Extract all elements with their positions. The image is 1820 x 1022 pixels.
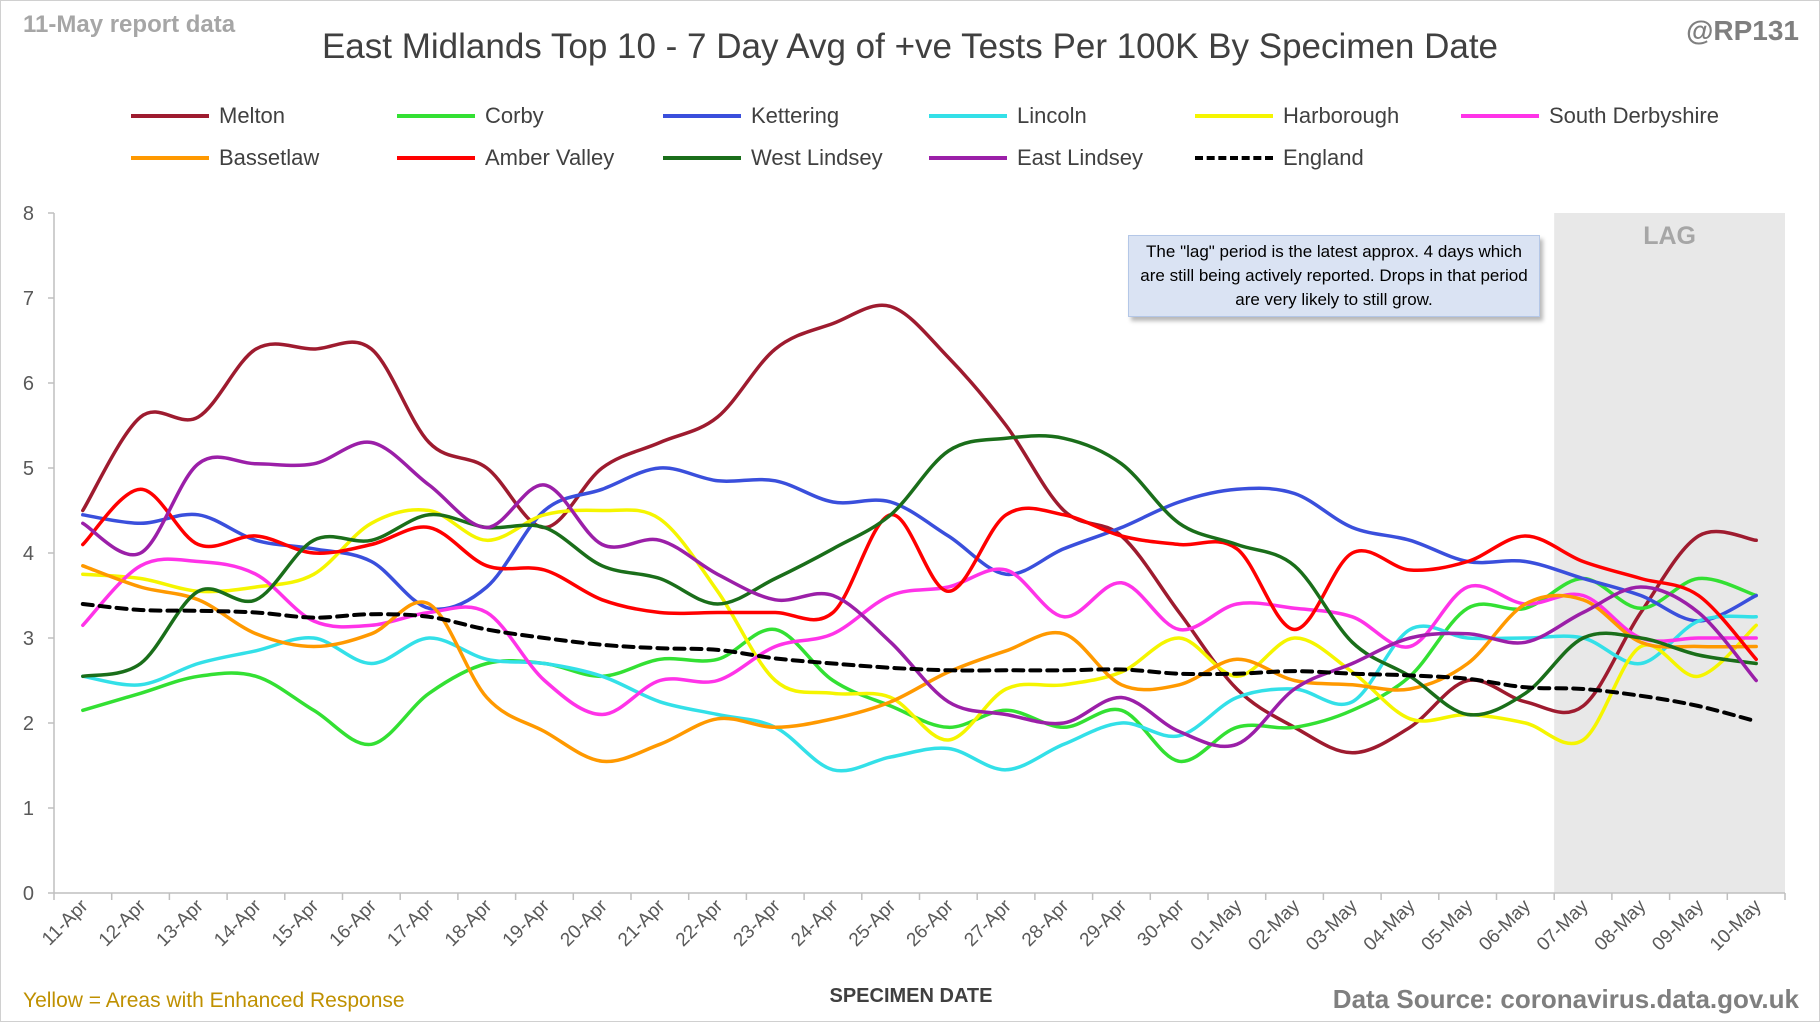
legend-item-kettering: Kettering xyxy=(663,101,839,131)
legend-swatch xyxy=(663,114,741,118)
x-tick-label: 29-Apr xyxy=(1076,895,1132,951)
legend-item-bassetlaw: Bassetlaw xyxy=(131,143,319,173)
report-date-note: 11-May report data xyxy=(23,11,236,38)
y-tick-label: 7 xyxy=(23,288,34,310)
x-tick-label: 11-Apr xyxy=(38,895,93,950)
x-tick-label: 17-Apr xyxy=(383,895,439,951)
x-tick-label: 03-May xyxy=(1302,895,1362,955)
legend-label: Melton xyxy=(219,103,286,128)
legend-item-england: England xyxy=(1195,143,1364,173)
y-tick-label: 3 xyxy=(23,628,34,650)
y-tick-label: 5 xyxy=(23,458,34,480)
series-line-england xyxy=(80,602,1759,724)
chart-legend: Melton Corby Kettering Lincoln Harborough Sou… xyxy=(131,101,1771,211)
legend-label: East Lindsey xyxy=(1017,145,1143,170)
x-tick-label: 07-May xyxy=(1533,895,1593,955)
x-tick-label: 14-Apr xyxy=(210,895,266,951)
series-line-east-lindsey xyxy=(81,440,1758,749)
x-tick-label: 02-May xyxy=(1244,895,1304,955)
y-tick-label: 1 xyxy=(23,798,34,820)
legend-label: Amber Valley xyxy=(485,145,615,170)
x-tick-label: 22-Apr xyxy=(672,895,728,951)
y-tick-label: 0 xyxy=(23,883,34,905)
legend-item-amber-valley: Amber Valley xyxy=(397,143,614,173)
legend-label: Harborough xyxy=(1283,103,1400,128)
x-tick-label: 21-Apr xyxy=(614,895,670,951)
series-line-amber-valley xyxy=(81,487,1758,662)
y-tick-label: 8 xyxy=(23,203,34,225)
legend-item-melton: Melton xyxy=(131,101,285,131)
legend-label: West Lindsey xyxy=(751,145,883,170)
legend-swatch xyxy=(1195,114,1273,118)
legend-swatch xyxy=(929,156,1007,160)
legend-item-harborough: Harborough xyxy=(1195,101,1399,131)
legend-label: Corby xyxy=(485,103,544,128)
x-tick-label: 04-May xyxy=(1360,895,1420,955)
legend-swatch xyxy=(663,156,741,160)
series-line-west-lindsey xyxy=(81,434,1758,717)
legend-label: Kettering xyxy=(751,103,840,128)
x-tick-label: 27-Apr xyxy=(960,895,1016,951)
lag-label: LAG xyxy=(1643,222,1696,250)
x-tick-label: 30-Apr xyxy=(1134,895,1190,951)
legend-item-west-lindsey: West Lindsey xyxy=(663,143,883,173)
legend-swatch xyxy=(1461,114,1539,118)
x-tick-label: 09-May xyxy=(1648,895,1708,955)
legend-label: England xyxy=(1283,145,1364,170)
data-source: Data Source: coronavirus.data.gov.uk xyxy=(1332,984,1799,1014)
lag-explanation-text: The "lag" period is the latest approx. 4… xyxy=(1140,242,1528,309)
x-tick-label: 23-Apr xyxy=(730,895,786,951)
legend-swatch xyxy=(929,114,1007,118)
series-line-harborough xyxy=(81,508,1758,746)
legend-item-corby: Corby xyxy=(397,101,544,131)
legend-item-east-lindsey: East Lindsey xyxy=(929,143,1143,173)
series-line-corby xyxy=(81,576,1758,764)
x-tick-label: 08-May xyxy=(1591,895,1651,955)
x-tick-label: 18-Apr xyxy=(441,895,497,951)
x-tick-label: 28-Apr xyxy=(1018,895,1074,951)
lag-region xyxy=(1554,213,1785,893)
legend-swatch xyxy=(131,114,209,118)
chart-title: East Midlands Top 10 - 7 Day Avg of +ve … xyxy=(321,27,1499,66)
x-tick-label: 24-Apr xyxy=(787,895,843,951)
x-tick-label: 15-Apr xyxy=(268,895,324,951)
y-tick-label: 6 xyxy=(23,373,34,395)
y-tick-label: 4 xyxy=(23,543,34,565)
x-tick-label: 05-May xyxy=(1418,895,1478,955)
legend-item-lincoln: Lincoln xyxy=(929,101,1087,131)
legend-label: Lincoln xyxy=(1017,103,1087,128)
series-line-south-derbyshire xyxy=(81,557,1758,717)
x-tick-label: 10-May xyxy=(1706,895,1766,955)
x-tick-label: 13-Apr xyxy=(153,895,209,951)
x-tick-label: 12-Apr xyxy=(95,895,151,951)
legend-swatch xyxy=(1195,156,1273,160)
x-tick-label: 25-Apr xyxy=(845,895,901,951)
x-tick-label: 01-May xyxy=(1187,895,1247,955)
legend-item-south-derbyshire: South Derbyshire xyxy=(1461,101,1719,131)
x-tick-label: 06-May xyxy=(1475,895,1535,955)
enhanced-response-note: Yellow = Areas with Enhanced Response xyxy=(23,989,405,1012)
x-tick-label: 26-Apr xyxy=(903,895,959,951)
lag-explanation-callout: The "lag" period is the latest approx. 4… xyxy=(1128,235,1540,317)
series-line-lincoln xyxy=(81,614,1758,773)
x-tick-label: 19-Apr xyxy=(499,895,555,951)
author-handle: @RP131 xyxy=(1686,15,1799,46)
y-tick-label: 2 xyxy=(23,713,34,735)
x-axis-title: SPECIMEN DATE xyxy=(829,985,993,1007)
legend-swatch xyxy=(397,156,475,160)
series-line-kettering xyxy=(81,466,1758,623)
x-tick-label: 16-Apr xyxy=(326,895,382,951)
x-tick-label: 20-Apr xyxy=(557,895,613,951)
legend-swatch xyxy=(131,156,209,160)
legend-label: Bassetlaw xyxy=(219,145,320,170)
legend-swatch xyxy=(397,114,475,118)
legend-label: South Derbyshire xyxy=(1549,103,1719,128)
series-line-bassetlaw xyxy=(81,564,1758,764)
